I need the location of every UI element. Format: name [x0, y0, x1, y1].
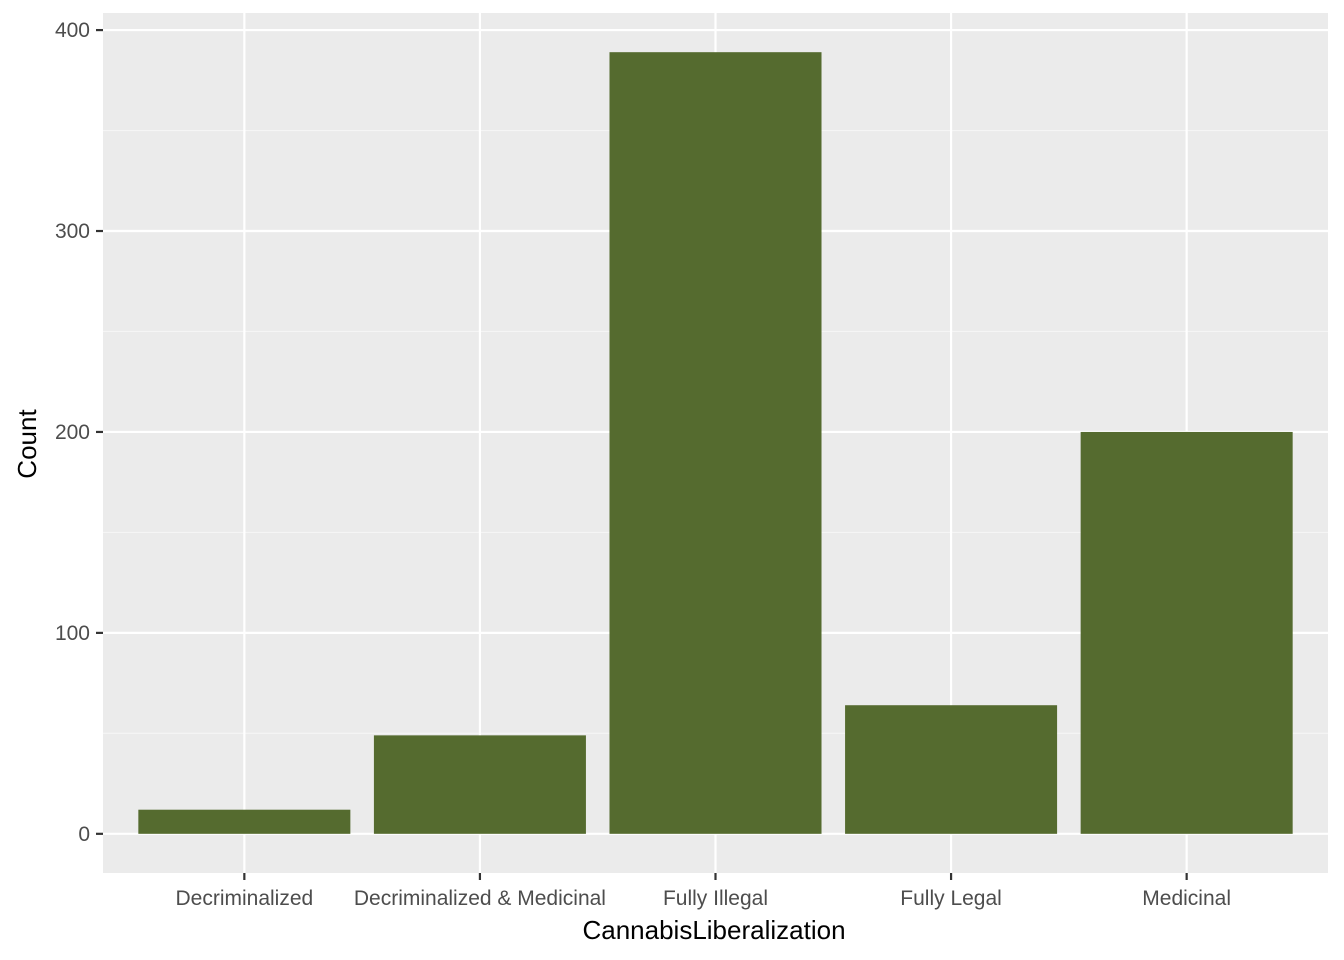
x-axis-title: CannabisLiberalization — [582, 915, 845, 945]
bar — [138, 809, 351, 834]
y-axis-title: Count — [12, 409, 42, 479]
x-tick-label: Fully Legal — [900, 887, 1002, 910]
bar — [1080, 431, 1293, 834]
y-axis: 0 100 200 300 400 — [55, 19, 103, 846]
x-tick-label: Fully Illegal — [663, 887, 768, 910]
bar — [373, 735, 586, 834]
y-tick-label: 0 — [78, 823, 90, 846]
x-tick-label: Decriminalized & Medicinal — [354, 887, 606, 910]
y-tick-label: 100 — [55, 622, 90, 645]
x-tick-label: Decriminalized — [175, 887, 313, 910]
bars — [138, 52, 1293, 834]
x-axis: Decriminalized Decriminalized & Medicinal… — [175, 873, 1231, 910]
y-tick-label: 400 — [55, 19, 90, 42]
y-tick-label: 300 — [55, 220, 90, 243]
x-tick-label: Medicinal — [1142, 887, 1231, 910]
bar — [845, 705, 1058, 834]
bar — [609, 52, 822, 834]
y-tick-label: 200 — [55, 421, 90, 444]
